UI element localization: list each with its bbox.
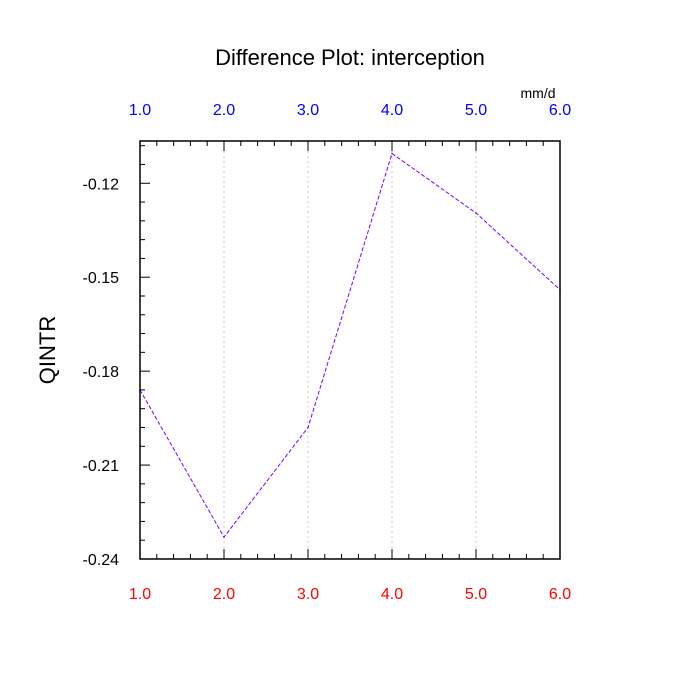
y-tick-label: -0.18 [83, 364, 120, 381]
grid-lines [223, 141, 477, 559]
chart-title: Difference Plot: interception [215, 45, 485, 70]
x-tick-label-top: 4.0 [381, 102, 403, 119]
x-tick-label-bottom: 3.0 [297, 586, 319, 603]
x-tick-label-bottom: 4.0 [381, 586, 403, 603]
major-ticks [139, 141, 561, 560]
x-tick-label-top: 2.0 [213, 102, 235, 119]
units-label: mm/d [521, 85, 556, 101]
x-tick-label-bottom: 5.0 [465, 586, 487, 603]
x-tick-label-bottom: 2.0 [213, 586, 235, 603]
data-point [391, 152, 393, 155]
x-tick-label-top: 3.0 [297, 102, 319, 119]
y-tick-label: -0.24 [83, 552, 120, 569]
y-tick-label: -0.21 [83, 458, 120, 475]
data-point [307, 426, 309, 429]
plot-frame [139, 140, 561, 560]
series-line [139, 152, 561, 538]
data-point [223, 536, 225, 538]
x-tick-label-bottom: 1.0 [129, 586, 151, 603]
x-tick-label-top: 5.0 [465, 102, 487, 119]
series-group [139, 152, 561, 538]
y-tick-label: -0.15 [83, 270, 120, 287]
y-axis-label: QINTR [35, 316, 60, 384]
minor-ticks [140, 141, 544, 559]
tick-labels: 1.0 1.0 2.0 2.0 3.0 3.0 4.0 4.0 5.0 5.0 6.0 6.0 -0.1… [83, 102, 572, 603]
x-tick-label-top: 1.0 [129, 102, 151, 119]
x-tick-label-top: 6.0 [549, 102, 571, 119]
y-tick-label: -0.12 [83, 176, 120, 193]
data-point [475, 212, 477, 214]
x-tick-label-bottom: 6.0 [549, 586, 571, 603]
